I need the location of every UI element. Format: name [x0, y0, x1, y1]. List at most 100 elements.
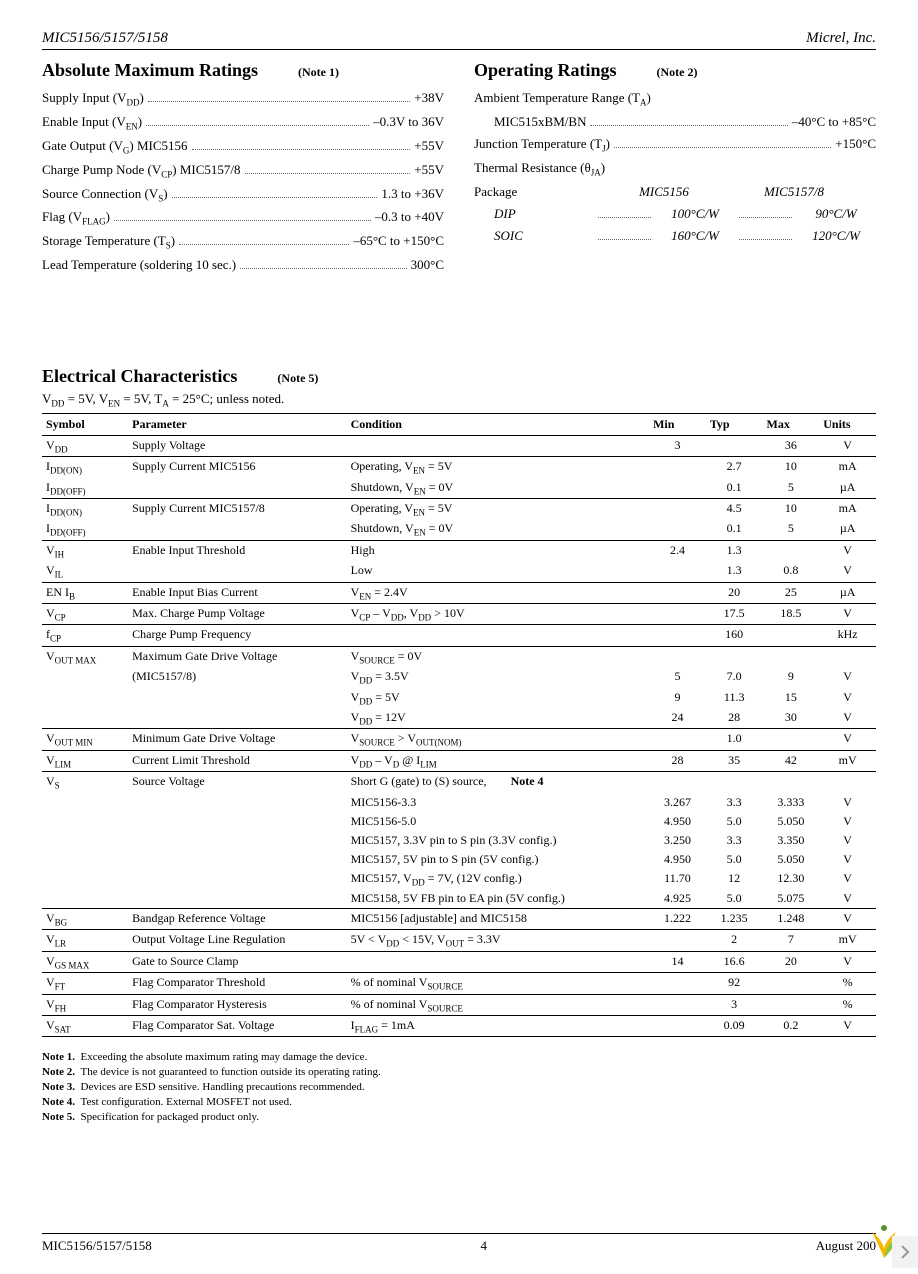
- cell-units: V: [819, 812, 876, 831]
- thermal-after: ): [601, 160, 605, 175]
- cell-symbol: VOUT MAX: [42, 646, 128, 667]
- cell-symbol: VS: [42, 772, 128, 793]
- cell-symbol: IDD(OFF): [42, 519, 128, 540]
- cell-max: [763, 973, 820, 994]
- cell-cond: High: [347, 540, 650, 561]
- dots: [739, 239, 792, 240]
- absolute-max-ratings: Absolute Maximum Ratings (Note 1) Supply…: [42, 60, 444, 276]
- cell-units: µA: [819, 519, 876, 540]
- dip-v1: 100°C/W: [655, 203, 735, 225]
- cell-cond: MIC5156-5.0: [347, 812, 650, 831]
- cell-units: V: [819, 540, 876, 561]
- table-row: VOUT MAXMaximum Gate Drive VoltageVSOURC…: [42, 646, 876, 667]
- cell-min: 4.950: [649, 812, 706, 831]
- param-label: Flag (VFLAG): [42, 206, 110, 230]
- dip-line: DIP 100°C/W 90°C/W: [474, 203, 876, 225]
- cell-typ: 35: [706, 750, 763, 771]
- cell-symbol: VSAT: [42, 1015, 128, 1036]
- cell-typ: 1.235: [706, 908, 763, 929]
- cell-symbol: [42, 667, 128, 687]
- table-row: VSATFlag Comparator Sat. VoltageIFLAG = …: [42, 1015, 876, 1036]
- cell-max: 1.248: [763, 908, 820, 929]
- cell-cond: [347, 951, 650, 972]
- package-header-line: Package MIC5156 MIC5157/8: [474, 181, 876, 203]
- cell-min: [649, 625, 706, 646]
- cell-min: [649, 561, 706, 582]
- cell-min: 3.267: [649, 793, 706, 812]
- note-line: Note 1. Exceeding the absolute maximum r…: [42, 1051, 876, 1063]
- footer-left: MIC5156/5157/5158: [42, 1238, 152, 1254]
- table-row: VCPMax. Charge Pump VoltageVCP – VDD, VD…: [42, 604, 876, 625]
- cell-units: V: [819, 604, 876, 625]
- cell-param: [128, 869, 346, 889]
- cell-param: Gate to Source Clamp: [128, 951, 346, 972]
- cell-symbol: VBG: [42, 908, 128, 929]
- pkg-c2: MIC5156: [594, 181, 734, 203]
- cell-param: Flag Comparator Hysteresis: [128, 994, 346, 1015]
- param-line: Gate Output (VG) MIC5156+55V: [42, 135, 444, 159]
- cell-min: 2.4: [649, 540, 706, 561]
- cell-typ: 17.5: [706, 604, 763, 625]
- cell-max: 0.2: [763, 1015, 820, 1036]
- cell-max: 5: [763, 519, 820, 540]
- cell-param: [128, 708, 346, 729]
- mic-val: –40°C to +85°C: [792, 111, 876, 133]
- cell-symbol: VOUT MIN: [42, 729, 128, 750]
- param-line: Lead Temperature (soldering 10 sec.)300°…: [42, 254, 444, 276]
- cell-units: %: [819, 994, 876, 1015]
- note-line: Note 4. Test configuration. External MOS…: [42, 1096, 876, 1108]
- table-row: EN IBEnable Input Bias CurrentVEN = 2.4V…: [42, 582, 876, 603]
- param-line: Supply Input (VDD)+38V: [42, 87, 444, 111]
- cell-cond: % of nominal VSOURCE: [347, 973, 650, 994]
- cell-max: 30: [763, 708, 820, 729]
- cell-typ: 0.1: [706, 519, 763, 540]
- cell-symbol: EN IB: [42, 582, 128, 603]
- cell-cond: VCP – VDD, VDD > 10V: [347, 604, 650, 625]
- cell-max: [763, 625, 820, 646]
- cell-param: Source Voltage: [128, 772, 346, 793]
- pkg-h1: Package: [474, 181, 594, 203]
- cell-min: [649, 519, 706, 540]
- cell-min: [649, 930, 706, 951]
- dip-label: DIP: [494, 203, 594, 225]
- param-value: +55V: [414, 159, 444, 181]
- cell-max: 9: [763, 667, 820, 687]
- cell-param: [128, 812, 346, 831]
- cell-units: mA: [819, 499, 876, 520]
- thermal-line: Thermal Resistance (θJA): [474, 157, 876, 181]
- note-line: Note 5. Specification for packaged produ…: [42, 1111, 876, 1123]
- param-label: Gate Output (VG) MIC5156: [42, 135, 188, 159]
- th-max: Max: [763, 413, 820, 435]
- header-left: MIC5156/5157/5158: [42, 30, 168, 47]
- cell-typ: 92: [706, 973, 763, 994]
- cell-min: 28: [649, 750, 706, 771]
- cell-max: [763, 540, 820, 561]
- cell-symbol: VFH: [42, 994, 128, 1015]
- cell-param: [128, 688, 346, 708]
- cell-min: [649, 646, 706, 667]
- cell-max: 18.5: [763, 604, 820, 625]
- cell-max: [763, 729, 820, 750]
- cell-cond: Operating, VEN = 5V: [347, 499, 650, 520]
- cell-max: 5: [763, 478, 820, 499]
- cell-typ: 0.09: [706, 1015, 763, 1036]
- cell-units: V: [819, 1015, 876, 1036]
- cell-max: 36: [763, 435, 820, 456]
- param-line: Charge Pump Node (VCP) MIC5157/8+55V: [42, 159, 444, 183]
- cell-symbol: [42, 850, 128, 869]
- ambient-label: Ambient Temperature Range (T: [474, 90, 640, 105]
- param-line: Enable Input (VEN)–0.3V to 36V: [42, 111, 444, 135]
- abs-note: (Note 1): [298, 65, 339, 80]
- cell-param: Enable Input Bias Current: [128, 582, 346, 603]
- table-row: MIC5156-5.04.9505.05.050V: [42, 812, 876, 831]
- cell-cond: VSOURCE = 0V: [347, 646, 650, 667]
- table-row: IDD(ON)Supply Current MIC5157/8Operating…: [42, 499, 876, 520]
- dots: [114, 220, 371, 221]
- next-page-button[interactable]: [892, 1236, 918, 1268]
- table-row: IDD(ON)Supply Current MIC5156Operating, …: [42, 457, 876, 478]
- param-label: Storage Temperature (TS): [42, 230, 175, 254]
- cell-cond: VDD = 5V: [347, 688, 650, 708]
- cell-units: V: [819, 869, 876, 889]
- mic-label: MIC515xBM/BN: [494, 111, 586, 133]
- cell-param: Flag Comparator Sat. Voltage: [128, 1015, 346, 1036]
